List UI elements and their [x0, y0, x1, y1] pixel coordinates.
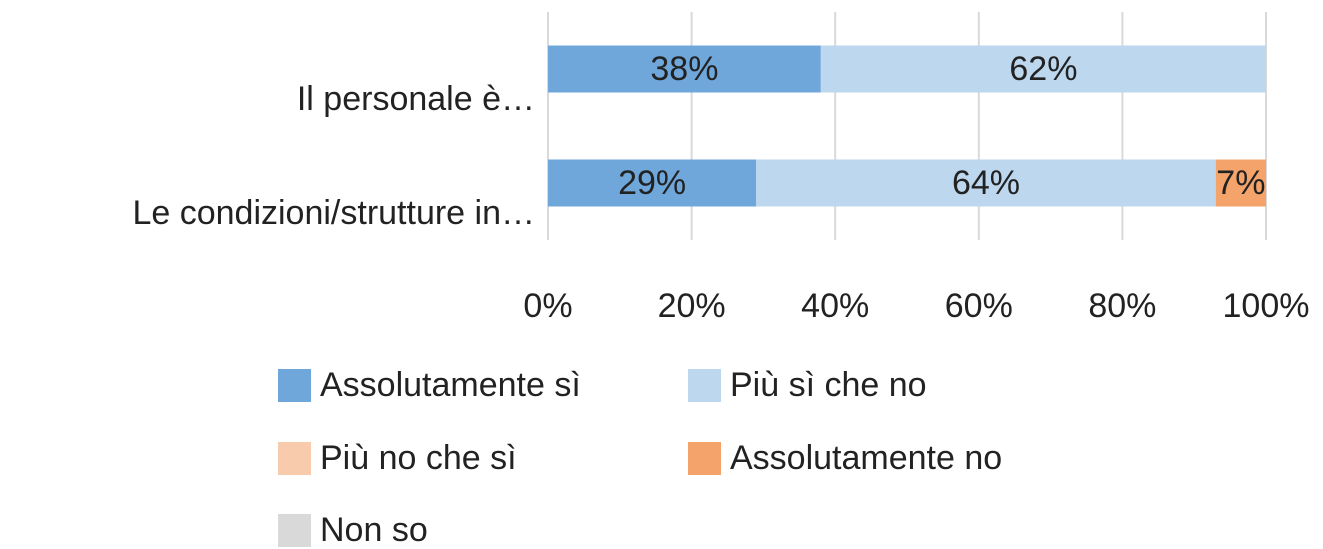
- bar-segment: [820, 45, 1266, 93]
- legend-label: Più sì che no: [730, 366, 927, 404]
- y-tick-label: Il personale è…: [297, 80, 535, 118]
- x-tick-label: 60%: [945, 287, 1013, 325]
- bar-segment: [1215, 159, 1266, 207]
- x-tick-label: 20%: [658, 287, 726, 325]
- x-tick-label: 0%: [523, 287, 572, 325]
- data-label: 64%: [952, 164, 1020, 202]
- data-label: 62%: [1009, 50, 1077, 88]
- data-label: 29%: [618, 164, 686, 202]
- legend-label: Assolutamente no: [730, 439, 1002, 477]
- legend-swatch: [278, 442, 311, 475]
- x-tick-label: 80%: [1088, 287, 1156, 325]
- data-label: 38%: [650, 50, 718, 88]
- legend-swatch: [688, 369, 721, 402]
- x-tick-label: 100%: [1223, 287, 1310, 325]
- data-label: 7%: [1216, 164, 1265, 202]
- bar-segment: [756, 159, 1216, 207]
- legend-label: Assolutamente sì: [320, 366, 581, 404]
- y-tick-label: Le condizioni/strutture in…: [132, 194, 535, 232]
- bar-segment: [548, 159, 757, 207]
- legend-swatch: [688, 442, 721, 475]
- legend-label: Non so: [320, 511, 428, 549]
- x-tick-label: 40%: [801, 287, 869, 325]
- legend-label: Più no che sì: [320, 439, 517, 477]
- bar-segment: [548, 45, 821, 93]
- legend-swatch: [278, 369, 311, 402]
- legend-swatch: [278, 514, 311, 547]
